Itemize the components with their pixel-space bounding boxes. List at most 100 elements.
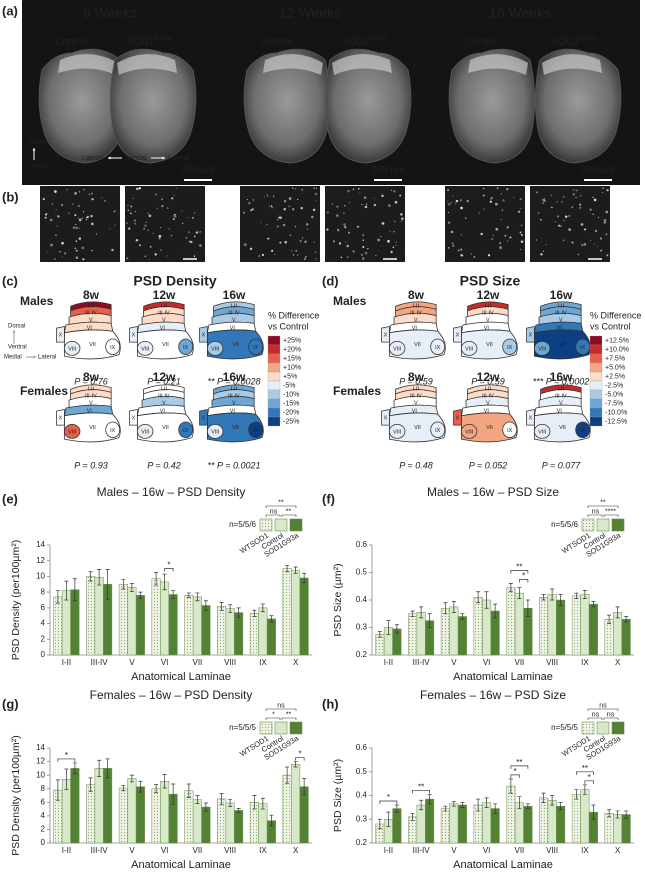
week-title: 8 Weeks (83, 5, 137, 21)
legend-label: -5% (283, 382, 295, 389)
n-label: n=5/5/5 (551, 723, 578, 732)
lamina-region (129, 409, 138, 426)
puncta (252, 199, 255, 201)
orientation-label: Medial (126, 155, 147, 162)
tissue-section (109, 48, 197, 164)
x-tick-label: III-IV (413, 658, 431, 667)
significance-bracket (510, 570, 529, 574)
lamina-label: X (132, 416, 136, 422)
legend-swatch (274, 721, 288, 735)
puncta (583, 243, 587, 246)
puncta (563, 219, 565, 222)
lamina-label: VII (486, 342, 493, 348)
orientation-label: Medial (4, 355, 22, 361)
lamina-label: IX (507, 428, 513, 434)
error-bar (293, 761, 298, 768)
lamina-region (502, 421, 518, 438)
lamina-region (105, 421, 121, 438)
lamina-label: VIII (68, 430, 77, 436)
scale-label: 200 µm (181, 165, 215, 176)
label-superscript: G93a (154, 35, 171, 42)
puncta (251, 208, 254, 211)
puncta (377, 238, 380, 242)
puncta (172, 215, 174, 217)
bar (408, 816, 418, 844)
puncta (520, 224, 523, 227)
lamina-region (206, 340, 224, 356)
significance-label: * (387, 793, 390, 802)
age-label: 8w (83, 370, 100, 384)
x-axis-title: Anatomical Laminae (453, 859, 553, 871)
puncta (561, 201, 564, 203)
legend-swatch (289, 518, 303, 532)
row-label: Males (20, 294, 54, 308)
label-superscript: G93a (560, 188, 577, 195)
puncta (363, 196, 367, 199)
lamina-region (63, 423, 81, 439)
p-value: P = 0.93 (74, 460, 107, 470)
y-tick-label: 0.5 (356, 767, 368, 776)
puncta (88, 193, 91, 196)
legend-stat: ** (286, 508, 292, 515)
y-tick-label: 4 (41, 619, 46, 628)
error-bar (410, 812, 415, 821)
error-bar (88, 571, 93, 582)
significance-label: * (514, 767, 517, 776)
puncta (248, 202, 251, 205)
puncta (520, 207, 522, 210)
significance-bracket (412, 789, 430, 794)
bar (201, 605, 211, 656)
x-tick-label: VIII (546, 846, 558, 855)
bar (539, 797, 549, 844)
puncta (161, 198, 164, 201)
bar (299, 577, 309, 656)
puncta (381, 222, 385, 225)
lamina-label: VIII (538, 430, 547, 436)
legend-label: -7.5% (605, 400, 623, 407)
puncta (50, 243, 53, 247)
puncta (82, 211, 85, 213)
puncta (144, 255, 146, 258)
x-tick-label: VIII (224, 846, 236, 855)
puncta (291, 250, 293, 252)
label-superscript: G93a (369, 35, 386, 42)
puncta (326, 228, 329, 231)
lamina-label: IX (110, 428, 116, 434)
puncta (395, 241, 397, 243)
legend-label: +12.5% (605, 337, 629, 344)
puncta (535, 239, 537, 241)
bar (70, 768, 80, 844)
puncta (61, 241, 64, 245)
legend-label: -20% (283, 409, 299, 416)
orientation-label: Ventral (30, 164, 49, 170)
puncta (138, 186, 141, 190)
legend-bracket (587, 505, 619, 508)
error-bar (624, 810, 629, 819)
bar (514, 592, 524, 656)
lamina-region (533, 340, 551, 356)
age-label: 16w (223, 370, 246, 384)
y-tick-label: 8 (41, 784, 46, 793)
puncta (56, 225, 58, 227)
age-label: 12w (153, 370, 176, 384)
puncta (603, 218, 607, 222)
lamina-label: III-IV (158, 394, 170, 400)
puncta (172, 218, 175, 220)
puncta (352, 188, 355, 191)
lamina-label: I-II (485, 304, 492, 310)
puncta (138, 244, 141, 247)
puncta (448, 202, 451, 206)
puncta (519, 198, 522, 201)
lamina-label: VI (160, 326, 166, 332)
legend-label: -2.5% (605, 382, 623, 389)
lamina-region (56, 409, 65, 426)
lamina-label: V (232, 401, 236, 407)
lamina-label: IX (435, 428, 441, 434)
legend-bracket (603, 717, 619, 720)
error-bar (236, 808, 241, 813)
label-superscript: G93a (355, 188, 372, 195)
lamina-label: VI (484, 409, 490, 415)
